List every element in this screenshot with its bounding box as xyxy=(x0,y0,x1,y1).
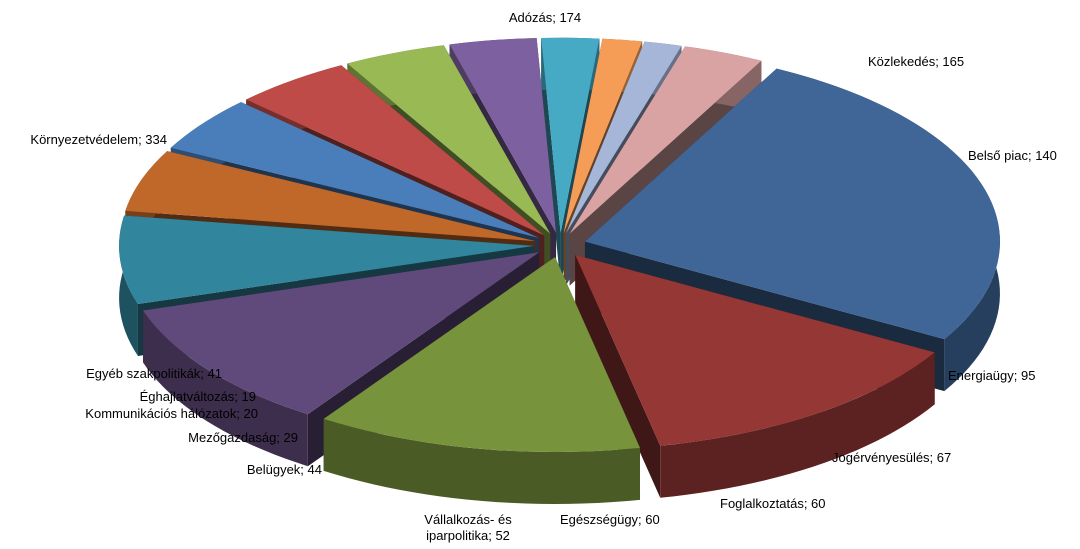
label-jogervenyesules: Jogérvényesülés; 67 xyxy=(832,450,951,465)
label-mezogazdasag: Mezőgazdaság; 29 xyxy=(188,430,298,445)
slice-wall-adozas xyxy=(660,352,935,498)
label-foglalkoztatas: Foglalkoztatás; 60 xyxy=(720,496,826,511)
pie-label-layer: Adózás; 174 Közlekedés; 165 Belső piac; 14… xyxy=(30,10,1057,543)
slice-kornyezetvedelem xyxy=(584,68,1000,340)
slice-foglalkoztatas xyxy=(170,102,539,238)
slice-adozas xyxy=(575,254,935,446)
label-kornyezetvedelem: Környezetvédelem; 334 xyxy=(30,132,167,147)
label-egyeb-szakpolitikak: Egyéb szakpolitikák; 41 xyxy=(86,366,222,381)
pie-top-layer xyxy=(119,37,1000,452)
label-egeszsegugy: Egészségügy; 60 xyxy=(560,512,660,527)
slice-side-mezogazdasag-0 xyxy=(541,37,561,285)
label-kommunikacios-halozatok: Kommunikációs hálózatok; 20 xyxy=(85,406,258,421)
slice-belugyek xyxy=(449,38,557,233)
label-energiaugy: Energiaügy; 95 xyxy=(948,368,1035,383)
slice-belso-piac xyxy=(143,252,540,415)
slice-egyeb-szakpolitikak xyxy=(569,46,762,234)
slice-side-adozas-1 xyxy=(575,254,661,498)
label-kozlekedes: Közlekedés; 165 xyxy=(868,54,964,69)
slice-energiaugy xyxy=(119,215,535,305)
slice-kommunikacios-halozatok xyxy=(563,38,643,233)
label-eghajlatvaltozas: Éghajlatváltozás; 19 xyxy=(140,389,256,404)
label-adozas: Adózás; 174 xyxy=(509,10,581,25)
slice-vallalkozas-es-iparpolitika xyxy=(347,45,551,234)
label-vallalkozas-es-iparpolitika: Vállalkozás- és iparpolitika; 52 xyxy=(424,512,512,543)
slice-egeszsegugy xyxy=(246,65,545,236)
slice-mezogazdasag xyxy=(541,37,600,233)
slice-eghajlatvaltozas xyxy=(566,41,682,234)
slice-wall-belso-piac xyxy=(143,310,308,467)
label-belso-piac: Belső piac; 140 xyxy=(968,148,1057,163)
slice-jogervenyesules xyxy=(125,151,536,242)
slice-wall-kozlekedes xyxy=(323,418,641,504)
label-belugyek: Belügyek; 44 xyxy=(247,462,322,477)
slice-kozlekedes xyxy=(323,256,641,452)
